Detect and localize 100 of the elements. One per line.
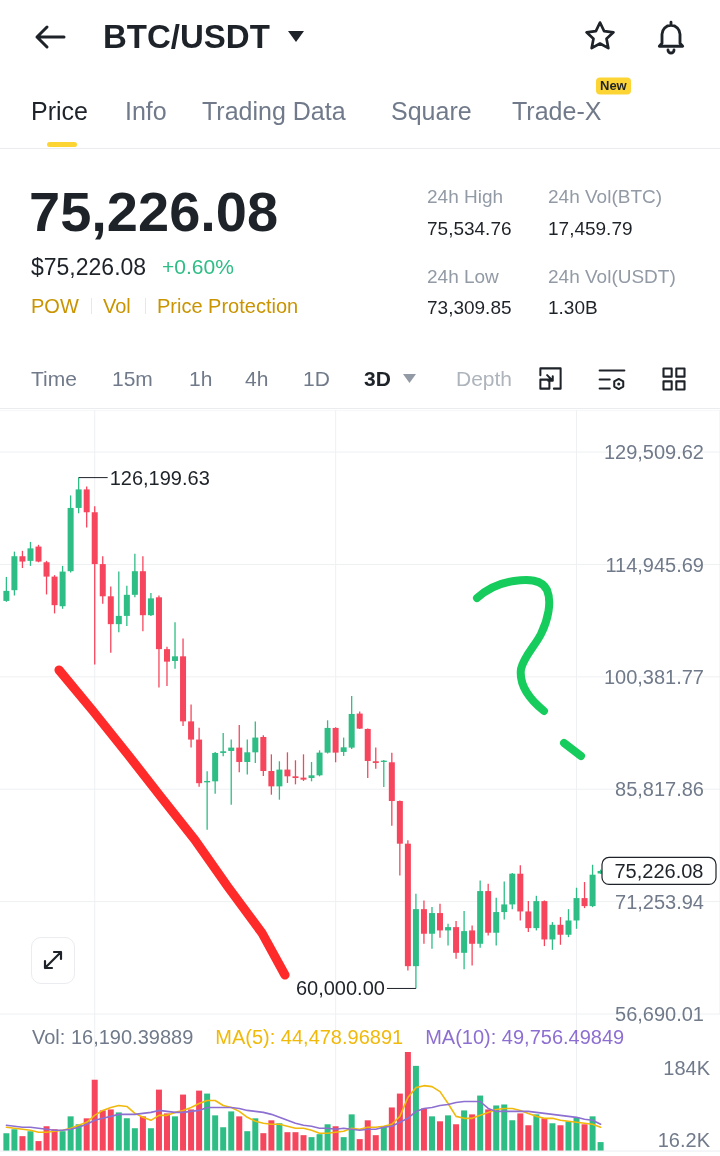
y-tick-label: 71,253.94 [615,890,704,913]
text: 24h High [427,186,504,208]
text: Trading Data [202,96,346,126]
text: 1h [189,366,213,392]
bar [204,1093,211,1151]
bar [180,1094,187,1151]
text: Price [31,96,88,126]
text: 15m [112,366,153,392]
text: 75,534.76 [427,218,512,240]
annotation: 60,000.00 [295,977,385,1000]
text: 75,226.08 [29,179,279,245]
bar [549,1123,556,1151]
text: Vol [103,294,131,318]
text: Info [125,96,167,126]
text: 184K [663,1057,710,1079]
bar [565,1121,572,1151]
bar [412,1065,419,1151]
candlestick [316,749,323,777]
text: $75,226.08 [31,253,147,281]
candlestick [501,880,508,921]
bar [308,1137,315,1151]
text: Depth [456,366,513,392]
bar [597,1142,604,1151]
bar [172,1116,179,1151]
candlestick [172,621,179,670]
bar [3,1133,10,1151]
text: 73,309.85 [427,297,512,319]
candlestick [284,751,291,784]
bar [581,1124,588,1151]
bar [139,1116,146,1151]
candlestick [123,585,130,627]
bar [300,1135,307,1151]
bar [292,1132,299,1151]
bar [533,1114,540,1151]
bar [276,1123,283,1151]
bar [11,1129,18,1151]
text: POW [31,294,79,318]
annotation: 126,199.63 [109,466,210,489]
bar [445,1115,452,1151]
text: 1.30B [548,297,598,319]
bar [420,1108,427,1151]
candlestick [549,921,556,951]
candlestick [3,576,10,603]
bar [428,1116,435,1151]
y-tick-label: 129,509.62 [603,441,704,464]
bar [509,1120,516,1151]
text: New [596,77,631,95]
candlestick [557,916,564,946]
bar [99,1110,106,1151]
text: Trade-X [512,96,602,126]
text: 24h Vol(USDT) [548,266,676,288]
candlestick [276,760,283,801]
bar [316,1134,323,1151]
candlestick [163,646,170,687]
bar [557,1125,564,1151]
bar [268,1120,275,1151]
bar [188,1109,195,1151]
candlestick [115,570,122,633]
bar [155,1089,162,1151]
text: Time [31,366,77,392]
text: 24h Low [427,266,499,288]
bar [115,1112,122,1151]
candlestick [188,703,195,749]
candlestick [83,485,90,529]
candlestick [220,732,227,757]
bar [196,1090,203,1151]
bar [67,1116,74,1151]
bar [356,1139,363,1151]
candlestick [27,541,34,567]
bar [236,1116,243,1151]
candlestick [131,553,138,598]
bar [493,1105,500,1151]
bar [541,1118,548,1151]
bar [437,1121,444,1151]
candlestick [461,910,468,970]
candlestick [292,759,299,785]
candlestick [43,560,50,596]
candlestick [147,592,154,617]
text: BTC/USDT [103,18,270,56]
bar [469,1114,476,1151]
candlestick [372,746,379,770]
bar [388,1107,395,1151]
text: 1D [303,366,330,392]
text: 4h [245,366,269,392]
candlestick [244,738,251,776]
candlestick [308,761,315,782]
candlestick [445,923,452,947]
bar [27,1131,34,1151]
bar [453,1124,460,1151]
bar [19,1136,26,1151]
candlestick [75,476,82,514]
bar [477,1095,484,1151]
bar [107,1109,114,1151]
candlestick [228,738,235,806]
bar [228,1111,235,1151]
candlestick [300,753,307,782]
candlestick [268,753,275,796]
bar [485,1109,492,1151]
text: 17,459.79 [548,218,633,240]
candlestick [525,900,532,933]
